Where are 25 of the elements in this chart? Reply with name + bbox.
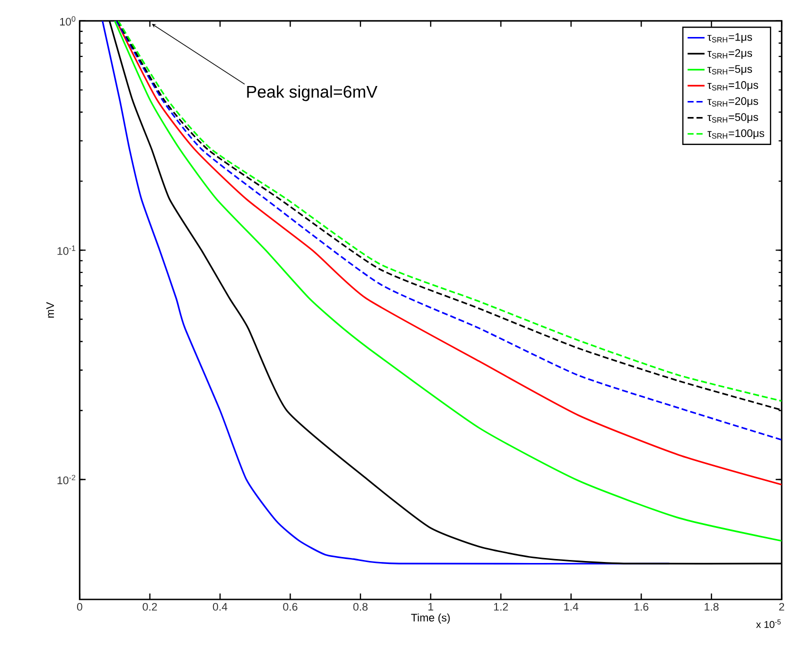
- legend-label: τ$_{SRH}$=2μs: [707, 49, 752, 59]
- x-tick-label: 0: [77, 602, 82, 611]
- legend-label: τ$_{SRH}$=50μs: [707, 113, 758, 123]
- x-tick-label: 0.6: [283, 602, 298, 611]
- x-tick-label: 1.4: [564, 602, 578, 610]
- x-tick-label: 0.4: [212, 602, 228, 611]
- x-tick-label: 1.6: [634, 602, 648, 611]
- y-tick-label: 10$^{-1}$: [58, 245, 76, 255]
- y-axis-title: mV: [46, 302, 54, 318]
- legend-label: τ$_{SRH}$=100μs: [707, 129, 764, 139]
- x-tick-label: 1: [428, 602, 434, 610]
- y-tick-label: 10$^{-2}$: [58, 474, 76, 484]
- legend-label: τ$_{SRH}$=10μs: [707, 81, 758, 91]
- x-tick-label: 1.2: [494, 602, 508, 610]
- x-axis-title: Time (s): [411, 613, 450, 624]
- legend-label: τ$_{SRH}$=20μs: [707, 97, 758, 107]
- x-tick-label: 0.2: [142, 602, 157, 611]
- y-tick-label: 10$^{0}$: [60, 16, 76, 26]
- x-tick-label: 0.8: [353, 602, 368, 611]
- text: x 10$^{-5}$: [756, 619, 781, 628]
- legend-label: τ$_{SRH}$=1μs: [707, 33, 752, 43]
- x-tick-label: 2: [779, 602, 784, 610]
- legend-label: τ$_{SRH}$=5μs: [707, 65, 752, 75]
- annotation: Peak signal=6mV: [247, 85, 378, 101]
- x-tick-label: 1.8: [704, 602, 719, 611]
